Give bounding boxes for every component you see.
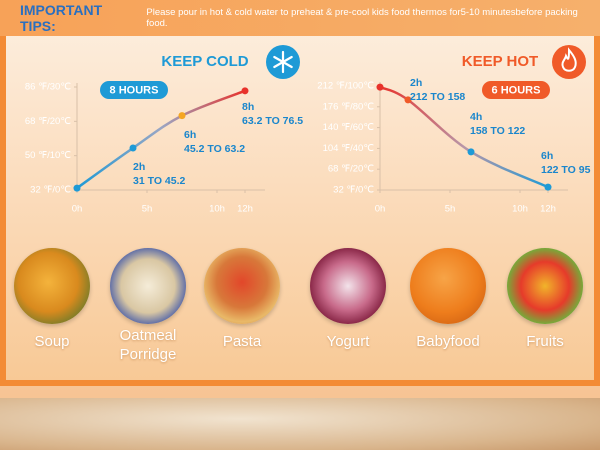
- x-tick-label: 10h: [512, 204, 528, 215]
- food-name: Babyfood: [416, 333, 480, 350]
- point: [241, 87, 249, 95]
- y-tick-label: 212 ℉/100℃: [317, 81, 374, 92]
- food: Pasta: [197, 248, 287, 351]
- x-tick-label: 10h: [209, 204, 225, 215]
- badge-text: 8 HOURS: [110, 84, 159, 96]
- food: Fruits: [500, 248, 590, 351]
- y-tick-label: 68 ℉/20℃: [25, 116, 71, 127]
- chart-title: KEEP COLD: [161, 53, 248, 70]
- food-image: [14, 248, 90, 324]
- annotation-range: 212 TO 158: [410, 91, 465, 103]
- point: [178, 112, 186, 120]
- x-tick-label: 5h: [445, 204, 456, 215]
- point: [376, 83, 384, 91]
- y-tick-label: 104 ℉/40℃: [323, 143, 375, 154]
- x-tick-label: 12h: [237, 204, 253, 215]
- flame: [561, 47, 577, 72]
- point: [73, 184, 81, 192]
- frame: [0, 0, 600, 386]
- annotation-range: 122 TO 95: [541, 164, 591, 176]
- annotation-range: 158 TO 122: [470, 125, 525, 137]
- annotation-time: 6h: [184, 129, 196, 141]
- food-name: Yogurt: [326, 333, 370, 350]
- annotation-time: 4h: [470, 111, 482, 123]
- y-tick-label: 86 ℉/30℃: [25, 82, 71, 93]
- annotation-range: 45.2 TO 63.2: [184, 143, 245, 155]
- food-name: Soup: [34, 333, 70, 350]
- annotation-range: 63.2 TO 76.5: [242, 115, 303, 127]
- food: Babyfood: [403, 248, 493, 351]
- snowflake: [273, 50, 293, 74]
- badge: [482, 81, 550, 99]
- food-image: [110, 248, 186, 324]
- line: [379, 85, 549, 189]
- x-tick-label: 0h: [72, 204, 83, 215]
- food: Yogurt: [303, 248, 393, 351]
- photo: [0, 398, 600, 450]
- annotation-time: 8h: [242, 101, 254, 113]
- point: [404, 96, 412, 104]
- x-tick-label: 12h: [540, 204, 556, 215]
- food-name: Oatmeal Porridge: [119, 327, 177, 363]
- food-image: [410, 248, 486, 324]
- tips-bar: IMPORTANT TIPS: Please pour in hot & col…: [0, 0, 600, 36]
- y-tick-label: 32 ℉/0℃: [333, 185, 374, 196]
- food-image: [310, 248, 386, 324]
- badge-text: 6 HOURS: [492, 84, 541, 96]
- food: Soup: [7, 248, 97, 351]
- annotation-range: 31 TO 45.2: [133, 175, 186, 187]
- point: [544, 183, 552, 191]
- annotation-time: 6h: [541, 150, 553, 162]
- food-image: [204, 248, 280, 324]
- y-tick-label: 140 ℉/60℃: [323, 122, 375, 133]
- y-tick-label: 176 ℉/80℃: [323, 101, 375, 112]
- x-tick-label: 5h: [142, 204, 153, 215]
- tips-label: IMPORTANT TIPS:: [20, 2, 103, 34]
- food: Oatmeal Porridge: [103, 248, 193, 364]
- tips-text: Please pour in hot & cold water to prehe…: [146, 7, 578, 29]
- food-image: [507, 248, 583, 324]
- y-tick-label: 32 ℉/0℃: [30, 185, 71, 196]
- food-name: Pasta: [222, 333, 262, 350]
- y-tick-label: 68 ℉/20℃: [328, 164, 374, 175]
- x-tick-label: 0h: [375, 204, 386, 215]
- point: [467, 148, 475, 156]
- food-name: Fruits: [526, 333, 564, 350]
- line: [76, 89, 246, 190]
- annotation-time: 2h: [133, 161, 145, 173]
- annotation-time: 2h: [410, 77, 422, 89]
- chart-title: KEEP HOT: [462, 53, 538, 70]
- flame-icon: [552, 45, 586, 79]
- point: [129, 144, 137, 152]
- badge: [100, 81, 168, 99]
- y-tick-label: 50 ℉/10℃: [25, 150, 71, 161]
